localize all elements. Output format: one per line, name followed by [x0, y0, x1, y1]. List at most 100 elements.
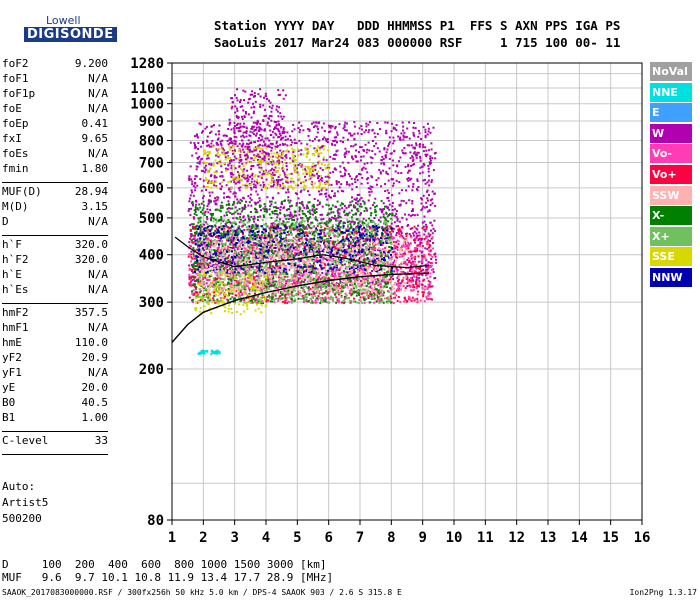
data-point — [268, 233, 271, 236]
data-point — [300, 124, 303, 127]
param-value: 110.0 — [74, 336, 108, 349]
data-point — [250, 106, 253, 109]
data-point — [275, 260, 278, 263]
data-point — [366, 178, 369, 181]
data-point — [340, 231, 342, 234]
data-point — [250, 150, 253, 153]
data-point — [335, 182, 338, 185]
data-point — [373, 132, 376, 135]
data-point — [189, 224, 192, 227]
data-point — [194, 276, 196, 279]
data-point — [355, 232, 358, 235]
data-point — [325, 195, 327, 198]
data-point — [405, 235, 408, 238]
data-point — [350, 209, 353, 212]
data-point — [263, 115, 266, 118]
data-point — [270, 283, 273, 286]
data-point — [330, 219, 333, 221]
data-point — [221, 175, 224, 178]
data-point — [259, 156, 261, 159]
data-point — [252, 298, 255, 301]
data-point — [234, 206, 237, 209]
data-point — [389, 241, 392, 244]
data-point — [250, 188, 253, 191]
data-point — [410, 214, 412, 217]
data-point — [253, 133, 256, 136]
data-point — [377, 289, 380, 292]
data-point — [339, 280, 342, 283]
data-point — [432, 271, 435, 273]
data-point — [262, 246, 265, 249]
data-point — [339, 140, 342, 143]
data-point — [333, 274, 336, 277]
data-point — [358, 294, 361, 296]
data-point — [242, 219, 245, 222]
data-point — [346, 122, 348, 125]
data-point — [317, 128, 319, 131]
data-point — [373, 240, 376, 243]
data-point — [237, 116, 240, 119]
data-point — [349, 273, 352, 276]
data-point — [368, 295, 371, 298]
data-point — [348, 132, 351, 135]
data-point — [402, 252, 405, 255]
data-point — [318, 147, 321, 150]
data-point — [413, 147, 416, 150]
data-point — [346, 234, 349, 237]
data-point — [394, 264, 396, 267]
data-point — [337, 181, 340, 184]
data-point — [227, 195, 230, 198]
data-point — [196, 301, 199, 304]
data-point — [252, 241, 255, 244]
data-point — [392, 297, 395, 299]
data-point — [262, 170, 265, 173]
data-point — [256, 211, 259, 214]
data-point — [429, 233, 432, 236]
data-point — [308, 211, 311, 214]
data-point — [193, 254, 196, 257]
data-point — [403, 251, 406, 254]
data-point — [277, 136, 280, 139]
data-point — [307, 265, 310, 267]
data-point — [279, 134, 282, 137]
data-point — [428, 235, 431, 238]
data-point — [220, 215, 223, 218]
data-point — [233, 239, 235, 242]
data-point — [421, 227, 424, 230]
data-point — [381, 235, 384, 238]
data-point — [254, 211, 257, 214]
data-point — [237, 171, 239, 174]
data-point — [316, 259, 319, 262]
param-name: h`F2 — [2, 253, 29, 266]
data-point — [342, 235, 345, 238]
data-point — [417, 260, 420, 263]
data-point — [385, 211, 388, 214]
data-point — [318, 239, 321, 242]
data-point — [263, 243, 266, 246]
data-point — [230, 167, 233, 170]
data-point — [320, 179, 323, 182]
data-point — [338, 278, 341, 281]
data-point — [334, 288, 337, 291]
data-point — [304, 231, 307, 234]
data-point — [207, 263, 210, 266]
data-point — [219, 297, 222, 299]
data-point — [279, 179, 282, 182]
data-point — [321, 205, 324, 208]
data-point — [332, 240, 335, 243]
data-point — [322, 138, 324, 141]
data-point — [363, 131, 366, 134]
data-point — [223, 269, 226, 272]
data-point — [377, 279, 380, 282]
data-point — [402, 276, 405, 279]
data-point — [372, 140, 374, 142]
data-point — [275, 213, 278, 215]
data-point — [353, 121, 356, 124]
data-point — [194, 285, 196, 288]
data-point — [299, 277, 301, 280]
data-point — [282, 143, 285, 146]
data-point — [392, 261, 395, 264]
data-point — [379, 299, 382, 302]
data-point — [229, 159, 231, 162]
data-point — [266, 98, 269, 100]
